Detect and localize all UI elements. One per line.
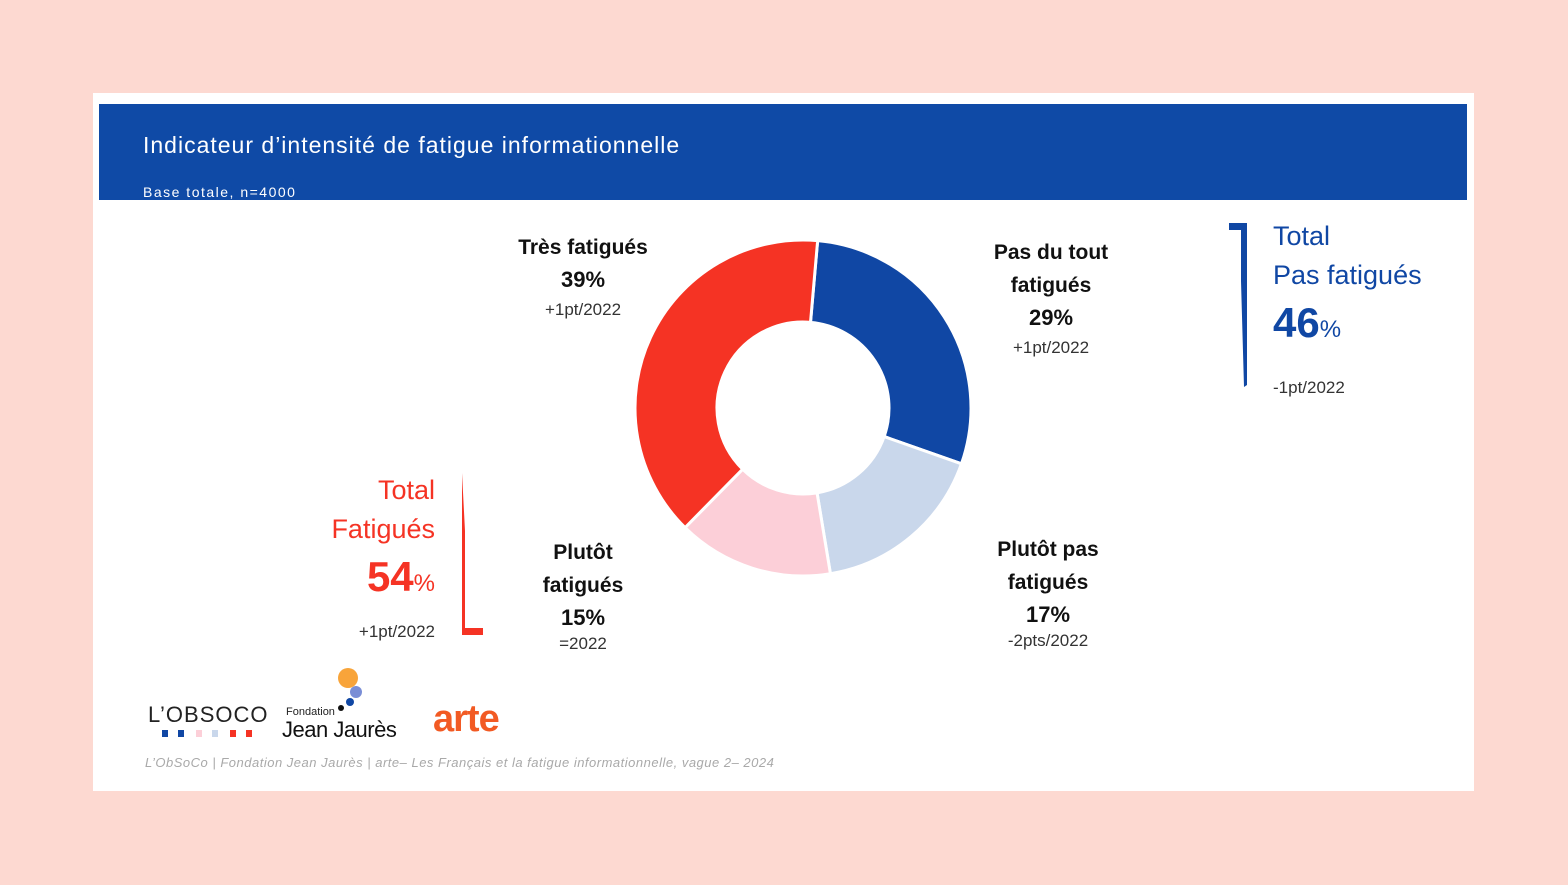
label-plutot-name2: fatigués: [542, 574, 624, 597]
total-fatigues-line2: Fatigués: [331, 514, 435, 544]
label-tres-fatigues: Très fatigués 39% +1pt/2022: [493, 231, 673, 324]
total-fatigues-chg: +1pt/2022: [358, 622, 435, 641]
header-banner: Indicateur d’intensité de fatigue inform…: [99, 104, 1467, 200]
total-fatigues-number: 54: [366, 553, 414, 600]
bracket-fatigues: [462, 473, 483, 635]
arte-logo: arte: [433, 698, 500, 740]
label-tres-chg: +1pt/2022: [544, 300, 622, 319]
slice-tres: [633, 238, 820, 530]
slide-card: Indicateur d’intensité de fatigue inform…: [93, 93, 1474, 791]
page-title: Indicateur d’intensité de fatigue inform…: [143, 132, 681, 158]
total-pas-fatigues: Total Pas fatigués 46% -1pt/2022: [1273, 217, 1453, 398]
label-pasdutout-chg: +1pt/2022: [1012, 338, 1090, 357]
total-pas-number: 46: [1273, 299, 1320, 346]
bracket-pas-fatigues: [1229, 223, 1247, 387]
total-fatigues-unit: %: [413, 570, 435, 597]
label-plutot-name1: Plutôt: [553, 541, 613, 564]
total-fatigues-line1: Total: [377, 475, 435, 505]
jean-jaures-fondation: Fondation: [286, 706, 335, 718]
label-plutotpas-chg: -2pts/2022: [1007, 631, 1089, 650]
obsoco-logo: L’OBSOCO: [148, 702, 269, 737]
label-plutotpas-pct: 17%: [1025, 602, 1071, 627]
total-pas-unit: %: [1319, 316, 1342, 343]
total-fatigues: Total Fatigués 54% +1pt/2022: [293, 471, 435, 642]
label-tres-name: Très fatigués: [518, 236, 648, 259]
total-pas-line1: Total: [1273, 221, 1331, 251]
total-pas-chg: -1pt/2022: [1273, 378, 1345, 397]
label-plutot: Plutôt fatigués 15% =2022: [513, 536, 653, 654]
label-pasdutout-pct: 29%: [1028, 305, 1074, 330]
donut-chart: [633, 238, 973, 578]
obsoco-logo-text: L’OBSOCO: [148, 702, 269, 727]
label-plutotpas-name2: fatigués: [1007, 571, 1089, 594]
page-subtitle: Base totale, n=4000: [143, 184, 297, 200]
label-plutot-chg: =2022: [559, 634, 607, 653]
total-fatigues-value: 54%: [293, 549, 435, 612]
slice-pas-du-tout: [808, 239, 973, 466]
label-plutot-pas: Plutôt pas fatigués 17% -2pts/2022: [958, 533, 1138, 651]
total-pas-line2: Pas fatigués: [1273, 260, 1422, 290]
label-tres-pct: 39%: [560, 267, 606, 292]
total-pas-value: 46%: [1273, 295, 1453, 358]
obsoco-color-bars: [162, 730, 252, 737]
label-pas-du-tout: Pas du tout fatigués 29% +1pt/2022: [961, 236, 1141, 362]
label-plutotpas-name1: Plutôt pas: [997, 538, 1099, 561]
slice-plutot-pas: [815, 434, 964, 576]
jean-jaures-circles-icon: [338, 668, 362, 711]
label-plutot-pct: 15%: [560, 605, 606, 630]
label-pasdutout-name2: fatigués: [1010, 274, 1092, 297]
label-pasdutout-name1: Pas du tout: [993, 241, 1109, 264]
footer-source: L’ObSoCo | Fondation Jean Jaurès | arte–…: [145, 755, 775, 770]
jean-jaures-logo: Fondation Jean Jaurès: [282, 668, 416, 742]
jean-jaures-name: Jean Jaurès: [282, 717, 397, 742]
